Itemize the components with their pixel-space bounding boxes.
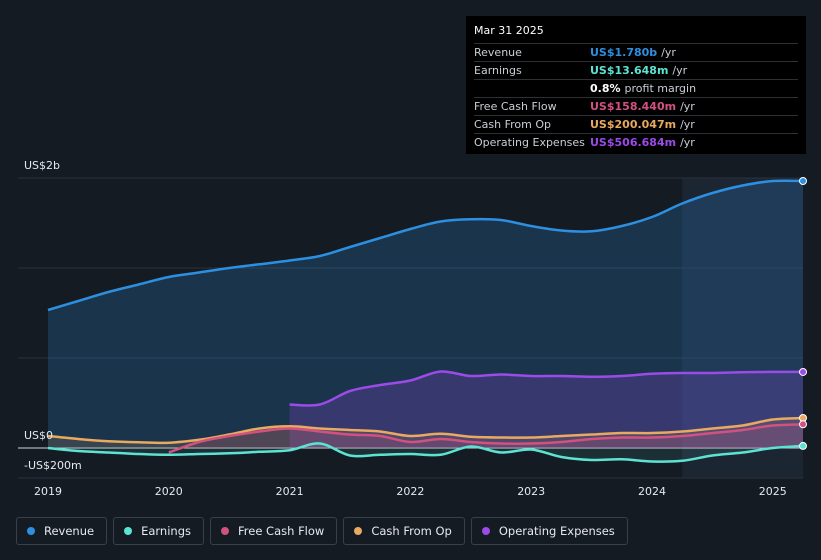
earnings-end-dot <box>799 441 807 450</box>
revenue-line <box>47 179 804 312</box>
tooltip-value: US$158.440m <box>590 100 677 113</box>
fcf-line <box>168 423 804 454</box>
legend-label: Free Cash Flow <box>238 524 325 538</box>
fcf-end-dot <box>799 420 807 429</box>
tooltip-value: US$13.648m <box>590 64 669 77</box>
opex-end-dot <box>799 367 807 376</box>
tooltip-row-cfo: Cash From Op US$200.047m /yr <box>474 116 798 134</box>
cfo-area <box>48 418 803 448</box>
legend-dot-icon <box>481 527 490 535</box>
tooltip-unit: /yr <box>680 100 695 113</box>
x-tick-label: 2025 <box>759 485 787 498</box>
tooltip-unit: /yr <box>672 64 688 77</box>
tooltip-unit: profit margin <box>624 82 697 95</box>
legend-label: Operating Expenses <box>498 524 615 538</box>
chart-legend: Revenue Earnings Free Cash Flow Cash Fro… <box>16 517 628 545</box>
tooltip-row-opex: Operating Expenses US$506.684m /yr <box>474 134 798 151</box>
legend-item-free-cash-flow[interactable]: Free Cash Flow <box>210 517 338 545</box>
tooltip-unit: /yr <box>661 46 676 59</box>
tooltip-label <box>474 80 590 97</box>
legend-dot-icon <box>124 527 133 535</box>
opex-area <box>289 371 804 448</box>
tooltip-panel: Mar 31 2025 Revenue US$1.780b /yr Earnin… <box>466 16 806 154</box>
tooltip-value: 0.8% <box>590 82 621 95</box>
x-tick-label: 2020 <box>155 485 183 498</box>
legend-label: Earnings <box>141 524 191 538</box>
legend-dot-icon <box>27 527 35 535</box>
x-tick-label: 2023 <box>517 485 545 498</box>
tooltip-value: US$506.684m <box>590 136 677 149</box>
tooltip-unit: /yr <box>680 118 695 131</box>
revenue-end-dot <box>799 177 807 185</box>
legend-dot-icon <box>221 527 229 535</box>
tooltip-label: Earnings <box>474 64 522 77</box>
legend-item-cash-from-op[interactable]: Cash From Op <box>343 517 465 545</box>
cfo-line <box>47 416 804 445</box>
x-tick-label: 2021 <box>276 485 304 498</box>
legend-dot-icon <box>354 527 363 535</box>
earnings-line <box>47 442 804 463</box>
opex-line <box>289 370 803 407</box>
legend-label: Cash From Op <box>371 524 452 538</box>
chart-area: US$2b US$0 -US$200m 2019 2020 2021 2022 2023 202… <box>18 159 807 498</box>
y-tick-label: US$2b <box>24 159 60 172</box>
legend-item-earnings[interactable]: Earnings <box>113 517 204 545</box>
tooltip-label: Revenue <box>474 46 522 59</box>
tooltip-value: US$200.047m <box>590 118 677 131</box>
x-tick-label: 2024 <box>638 485 666 498</box>
revenue-area <box>48 180 803 448</box>
tooltip-label: Cash From Op <box>474 118 552 131</box>
y-tick-label: US$0 <box>24 429 53 442</box>
tooltip-value: US$1.780b <box>590 46 658 59</box>
y-tick-label: -US$200m <box>24 459 82 472</box>
legend-label: Revenue <box>44 524 95 538</box>
highlight-band <box>682 178 803 478</box>
tooltip-unit: /yr <box>680 136 695 149</box>
tooltip-row-profit-margin: 0.8% profit margin <box>474 80 798 98</box>
tooltip-row-earnings: Earnings US$13.648m /yr <box>474 62 798 80</box>
x-tick-label: 2019 <box>34 485 62 498</box>
legend-item-operating-expenses[interactable]: Operating Expenses <box>470 517 628 545</box>
tooltip-date: Mar 31 2025 <box>474 23 798 44</box>
x-tick-label: 2022 <box>396 485 424 498</box>
tooltip-label: Free Cash Flow <box>474 100 557 113</box>
tooltip-row-fcf: Free Cash Flow US$158.440m /yr <box>474 98 798 116</box>
tooltip-label: Operating Expenses <box>474 136 585 149</box>
earnings-area <box>48 443 803 462</box>
legend-item-revenue[interactable]: Revenue <box>16 517 108 545</box>
tooltip-row-revenue: Revenue US$1.780b /yr <box>474 44 798 62</box>
